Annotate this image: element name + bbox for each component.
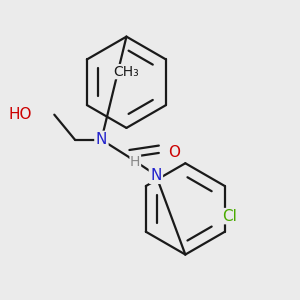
Text: O: O xyxy=(168,146,180,160)
Text: CH₃: CH₃ xyxy=(114,64,139,79)
Text: Cl: Cl xyxy=(222,208,237,224)
Text: N: N xyxy=(150,167,162,182)
Text: H: H xyxy=(130,155,140,169)
Text: N: N xyxy=(96,132,107,147)
Text: HO: HO xyxy=(9,107,32,122)
